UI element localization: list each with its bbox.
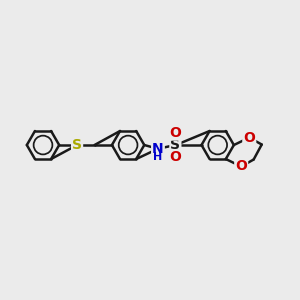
Text: S: S — [72, 138, 82, 152]
Text: H: H — [153, 152, 163, 162]
Text: O: O — [235, 160, 247, 173]
Text: S: S — [170, 138, 180, 152]
Text: O: O — [243, 130, 255, 145]
Text: O: O — [169, 126, 181, 140]
Text: N: N — [152, 142, 164, 156]
Text: O: O — [169, 151, 181, 164]
